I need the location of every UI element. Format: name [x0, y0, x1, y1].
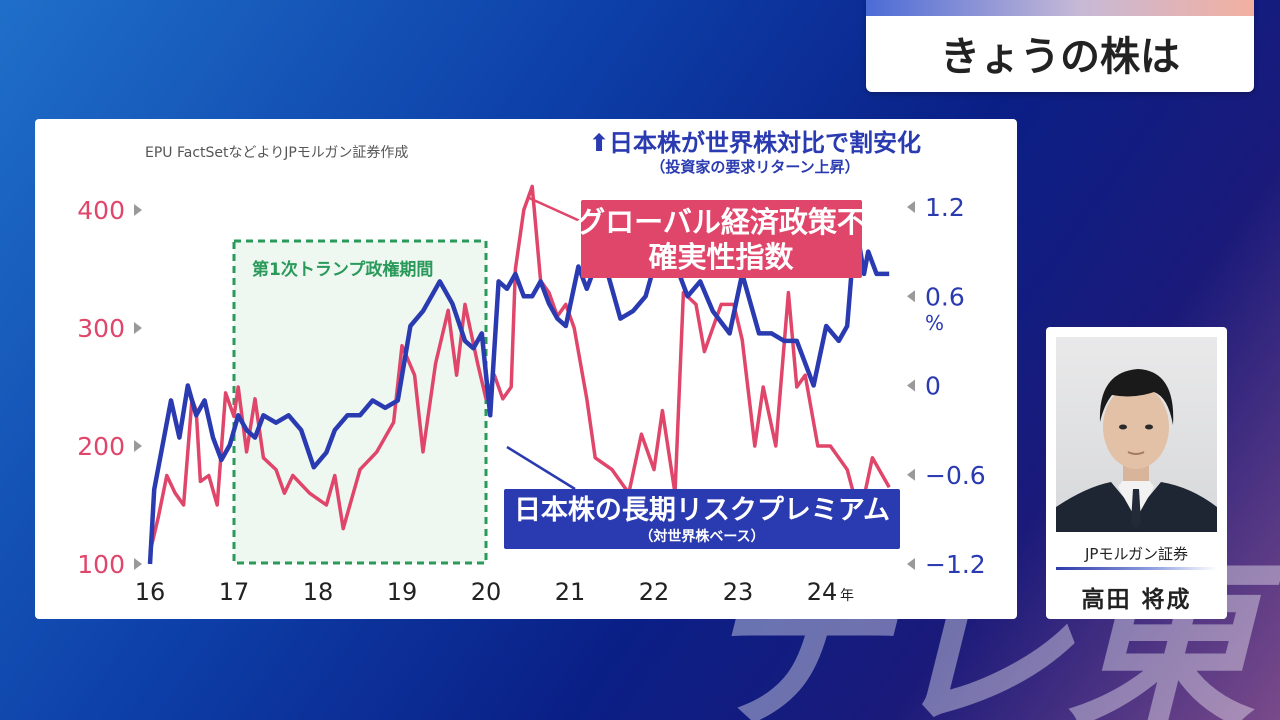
- presenter-photo: [1056, 337, 1217, 532]
- x-tick-label: 18: [303, 578, 334, 606]
- organization-underline: [1056, 567, 1217, 570]
- erp-callout-subtitle: （対世界株ベース）: [639, 528, 764, 545]
- epu-callout-box: [581, 200, 862, 278]
- y-left-tick-label: 100: [77, 550, 125, 579]
- y-right-tick-marker: [907, 201, 915, 213]
- presenter-organization: JPモルガン証券: [1084, 545, 1189, 563]
- erp-series-line: [147, 219, 890, 565]
- epu-callout-line2: 確実性指数: [648, 240, 794, 274]
- y-left-tick-marker: [134, 204, 142, 216]
- y-right-tick-label: −1.2: [925, 550, 986, 579]
- presenter-name: 高田 将成: [1081, 587, 1192, 613]
- source-note: EPU FactSetなどよりJPモルガン証券作成: [145, 145, 408, 161]
- y-right-tick-label: 0: [925, 372, 941, 401]
- title-accent-bar: [866, 0, 1254, 16]
- annotation-top: ⬆日本株が世界株対比で割安化: [589, 129, 921, 157]
- program-title-box: きょうの株は: [866, 0, 1254, 92]
- x-tick-label: 21: [555, 578, 586, 606]
- erp-callout-line: [506, 445, 576, 491]
- x-tick-label: 16: [135, 578, 166, 606]
- y-right-tick-label: −0.6: [925, 461, 986, 490]
- period-label: 第1次トランプ政権期間: [252, 259, 433, 280]
- y-right-tick-label: 0.6: [925, 282, 965, 311]
- chart-panel: EPU FactSetなどよりJPモルガン証券作成第1次トランプ政権期間 100 2…: [35, 119, 1017, 619]
- y-right-tick-marker: [907, 379, 915, 392]
- y-right-tick-marker: [907, 290, 915, 303]
- y-right-tick-marker: [907, 468, 915, 481]
- x-tick-label: 23: [723, 578, 754, 606]
- annotation-top-sub: （投資家の要求リターン上昇）: [650, 158, 859, 176]
- x-tick-label: 20: [471, 578, 502, 606]
- y-right-tick-marker: [907, 558, 915, 570]
- erp-callout-title: 日本株の長期リスクプレミアム: [514, 495, 890, 526]
- x-tick-label: 17: [219, 578, 250, 606]
- erp-callout-box: [504, 489, 900, 549]
- program-title: きょうの株は: [940, 34, 1180, 80]
- epu-series-line: [148, 184, 891, 553]
- y-left-tick-marker: [134, 558, 142, 570]
- epu-callout-line: [526, 195, 581, 223]
- x-tick-label: 24: [807, 578, 838, 606]
- y-left-tick-label: 300: [77, 314, 125, 343]
- y-left-tick-marker: [134, 322, 142, 334]
- x-tick-label: 22: [639, 578, 670, 606]
- y-left-tick-marker: [134, 440, 142, 452]
- epu-callout-line1: グローバル経済政策不: [576, 205, 866, 239]
- x-axis-unit: 年: [840, 588, 854, 604]
- y-left-tick-label: 200: [77, 432, 125, 461]
- presenter-card: JPモルガン証券 高田 将成: [1046, 327, 1227, 619]
- y-left-tick-label: 400: [77, 196, 125, 225]
- person-avatar-icon: [1056, 369, 1217, 532]
- period-box: [232, 239, 488, 565]
- y-right-tick-label: 1.2: [925, 193, 965, 222]
- y-right-unit: %: [925, 311, 944, 335]
- x-tick-label: 19: [387, 578, 418, 606]
